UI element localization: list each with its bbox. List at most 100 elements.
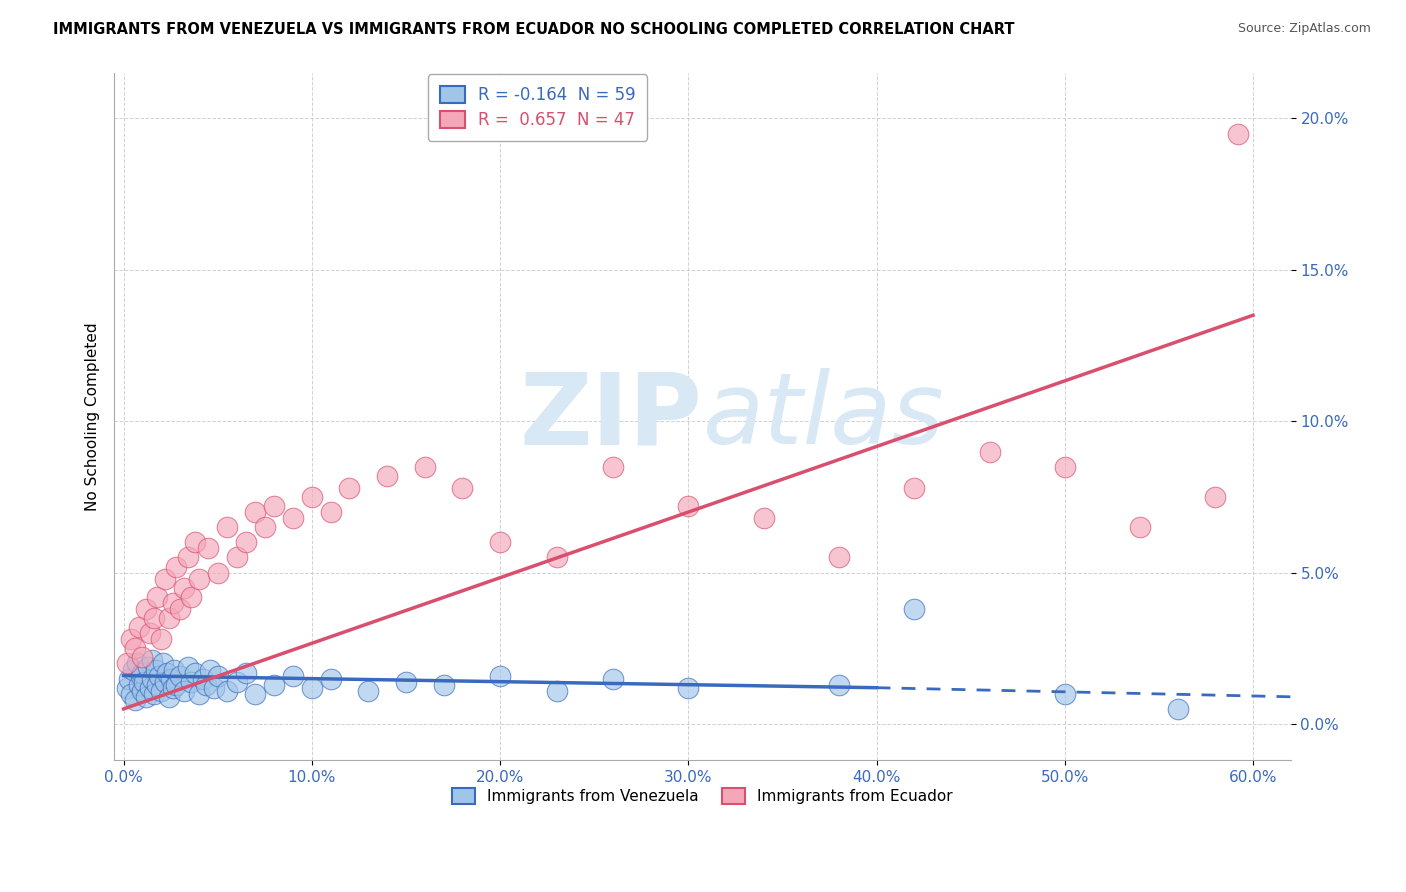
Point [301, 681, 323, 695]
Point [546, 683, 568, 698]
Point [828, 678, 851, 692]
Point [125, 657, 148, 671]
Point [150, 683, 173, 698]
Point [903, 602, 925, 616]
Text: IMMIGRANTS FROM VENEZUELA VS IMMIGRANTS FROM ECUADOR NO SCHOOLING COMPLETED CORR: IMMIGRANTS FROM VENEZUELA VS IMMIGRANTS … [53, 22, 1015, 37]
Point [1204, 490, 1226, 504]
Point [828, 550, 851, 565]
Point [153, 674, 176, 689]
Point [207, 566, 229, 580]
Point [191, 672, 214, 686]
Point [169, 602, 191, 616]
Point [139, 626, 162, 640]
Point [489, 535, 512, 549]
Point [176, 550, 198, 565]
Point [142, 611, 165, 625]
Point [602, 459, 624, 474]
Point [678, 681, 700, 695]
Point [207, 668, 229, 682]
Point [124, 693, 146, 707]
Point [150, 632, 173, 647]
Point [339, 481, 361, 495]
Point [142, 687, 165, 701]
Point [225, 550, 247, 565]
Point [141, 653, 163, 667]
Point [281, 668, 304, 682]
Point [173, 581, 195, 595]
Point [120, 632, 142, 647]
Point [198, 663, 221, 677]
Point [451, 481, 474, 495]
Point [162, 596, 184, 610]
Point [678, 499, 700, 513]
Point [136, 659, 159, 673]
Point [263, 678, 285, 692]
Point [1227, 127, 1250, 141]
Text: ZIP: ZIP [520, 368, 703, 466]
Point [489, 668, 512, 682]
Legend: Immigrants from Venezuela, Immigrants from Ecuador: Immigrants from Venezuela, Immigrants fr… [441, 777, 963, 814]
Point [117, 681, 139, 695]
Point [131, 665, 153, 680]
Point [118, 672, 141, 686]
Point [235, 665, 257, 680]
Point [253, 520, 276, 534]
Point [903, 481, 925, 495]
Point [128, 620, 150, 634]
Point [301, 490, 323, 504]
Point [375, 468, 398, 483]
Point [1053, 459, 1076, 474]
Point [197, 541, 219, 556]
Point [602, 672, 624, 686]
Point [979, 444, 1001, 458]
Point [546, 550, 568, 565]
Point [433, 678, 456, 692]
Point [146, 590, 169, 604]
Point [1167, 702, 1189, 716]
Point [120, 687, 142, 701]
Point [141, 672, 163, 686]
Point [225, 674, 247, 689]
Point [145, 663, 167, 677]
Point [148, 668, 170, 682]
Point [202, 681, 225, 695]
Point [117, 657, 139, 671]
Point [157, 611, 180, 625]
Point [129, 668, 152, 682]
Point [184, 665, 207, 680]
Point [245, 687, 267, 701]
Point [217, 683, 239, 698]
Point [1129, 520, 1152, 534]
Point [180, 590, 202, 604]
Point [122, 663, 145, 677]
Point [187, 687, 209, 701]
Point [357, 683, 380, 698]
Point [134, 674, 156, 689]
Point [124, 641, 146, 656]
Point [395, 674, 418, 689]
Point [165, 559, 187, 574]
Point [131, 683, 153, 698]
Point [139, 681, 162, 695]
Point [195, 678, 218, 692]
Point [752, 511, 775, 525]
Point [235, 535, 257, 549]
Point [157, 690, 180, 704]
Point [184, 535, 207, 549]
Point [180, 674, 202, 689]
Text: atlas: atlas [703, 368, 943, 466]
Point [1053, 687, 1076, 701]
Point [135, 690, 157, 704]
Point [156, 665, 179, 680]
Point [163, 663, 186, 677]
Point [131, 650, 153, 665]
Point [153, 572, 176, 586]
Point [169, 668, 191, 682]
Point [152, 657, 174, 671]
Point [162, 681, 184, 695]
Point [413, 459, 436, 474]
Point [187, 572, 209, 586]
Point [135, 602, 157, 616]
Text: Source: ZipAtlas.com: Source: ZipAtlas.com [1237, 22, 1371, 36]
Point [245, 505, 267, 519]
